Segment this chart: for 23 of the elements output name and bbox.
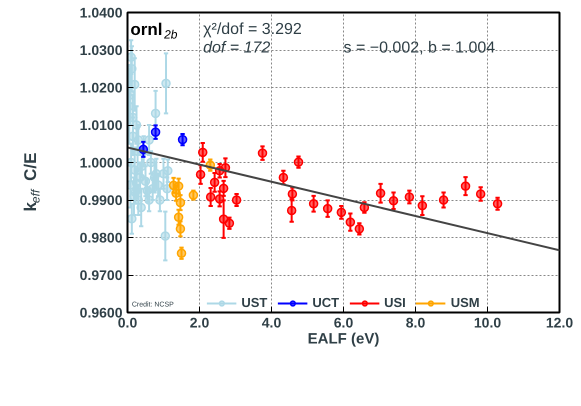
y-tick-label: 1.0400 [80,4,123,20]
x-tick-label: 4.0 [262,314,282,330]
x-tick-label: 10.0 [474,314,502,330]
y-tick-label: 0.9900 [80,192,123,208]
legend-label: USI [384,295,406,310]
legend-label: UST [241,295,268,310]
y-tick-label: 1.0300 [80,42,123,58]
annotation: s = −0.002, b = 1.004 [344,40,496,57]
y-tick-label: 1.0200 [80,80,123,96]
x-axis-title: EALF (eV) [308,330,380,348]
legend-label: UCT [312,295,340,310]
x-tick-label: 6.0 [334,314,354,330]
x-tick-label: 8.0 [406,314,426,330]
y-axis-title: keff C/E [21,152,43,212]
y-tick-label: 1.0100 [80,117,123,133]
x-tick-label: 12.0 [546,314,574,330]
annotation: dof = 172 [203,40,270,57]
y-tick-label: 0.9700 [80,267,123,283]
annotation: χ²/dof = 3.292 [203,20,302,38]
x-tick-label: 2.0 [190,314,210,330]
y-tick-label: 0.9800 [80,230,123,246]
y-tick-label: 1.0000 [80,154,123,170]
legend-label: USM [450,295,480,310]
